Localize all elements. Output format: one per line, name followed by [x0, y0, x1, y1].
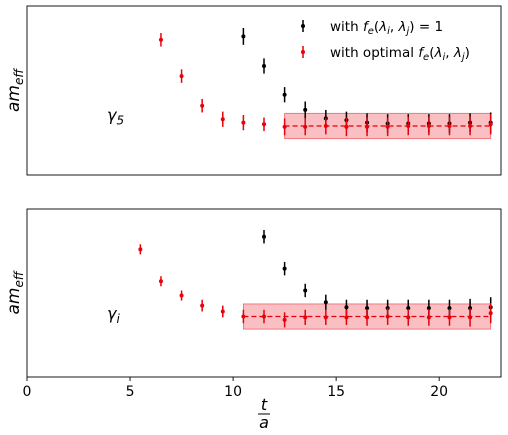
data-point	[262, 122, 266, 127]
data-point	[447, 306, 452, 311]
data-point	[220, 309, 225, 314]
data-point	[262, 314, 266, 319]
data-point	[406, 315, 411, 320]
data-point	[241, 120, 246, 125]
data-point	[365, 306, 370, 311]
data-point	[426, 123, 431, 128]
series-1	[138, 244, 493, 328]
data-point	[406, 123, 411, 128]
data-point	[220, 117, 225, 122]
data-point	[262, 63, 266, 68]
gamma-annotation: γ5	[107, 106, 124, 128]
legend-marker	[301, 24, 305, 28]
data-point	[282, 92, 287, 97]
y-axis-label: ameff	[4, 68, 26, 112]
data-point	[158, 279, 163, 284]
data-point	[241, 34, 246, 39]
data-point	[323, 300, 328, 305]
data-point	[468, 123, 473, 128]
top-panel: ameff γ5 with fe(λi, λj) = 1 with optimal f…	[4, 5, 502, 176]
x-tick-label: 10	[224, 384, 242, 400]
data-point	[385, 314, 390, 319]
data-point	[468, 315, 473, 320]
axes-frame	[26, 208, 502, 378]
data-point	[303, 107, 308, 112]
data-point	[426, 315, 431, 320]
data-point	[282, 124, 287, 129]
series-1	[158, 33, 493, 137]
data-point	[241, 314, 246, 319]
data-point	[282, 266, 287, 271]
x-tick-label: 5	[126, 384, 135, 400]
data-point	[179, 293, 184, 298]
x-tick-label: 20	[430, 384, 448, 400]
legend-label: with optimal fe(λi, λj)	[330, 45, 470, 63]
x-tick-label: 0	[23, 384, 32, 400]
legend: with fe(λi, λj) = 1 with optimal fe(λi, λ…	[301, 19, 470, 63]
data-point	[138, 247, 143, 252]
legend-marker	[301, 50, 305, 54]
data-point	[200, 103, 205, 108]
data-point	[323, 315, 328, 320]
gamma-annotation: γi	[107, 304, 120, 326]
data-point	[447, 123, 452, 128]
data-point	[385, 124, 390, 129]
data-point	[365, 124, 370, 129]
bottom-panel: ameff γi 0 5 10 15 20 ta	[4, 208, 502, 432]
data-point	[323, 123, 328, 128]
legend-label: with fe(λi, λj) = 1	[330, 19, 443, 37]
data-point	[282, 317, 287, 322]
x-tick-label: 15	[327, 384, 345, 400]
data-point	[200, 303, 205, 308]
data-point	[303, 288, 308, 293]
data-point	[179, 74, 184, 79]
axes-frame	[26, 5, 502, 176]
data-point	[426, 306, 431, 311]
data-point	[262, 234, 266, 239]
data-point	[158, 37, 163, 42]
data-point	[365, 315, 370, 320]
data-point	[406, 306, 411, 311]
x-axis-label-numerator: t	[261, 395, 268, 414]
data-point	[303, 315, 308, 320]
data-point	[344, 315, 349, 320]
y-axis-label: ameff	[4, 270, 26, 314]
data-point	[488, 311, 493, 316]
data-point	[303, 124, 308, 129]
data-point	[344, 124, 349, 129]
x-axis-label-denominator: a	[259, 413, 269, 432]
data-point	[488, 122, 493, 127]
data-point	[344, 305, 349, 310]
data-point	[447, 315, 452, 320]
